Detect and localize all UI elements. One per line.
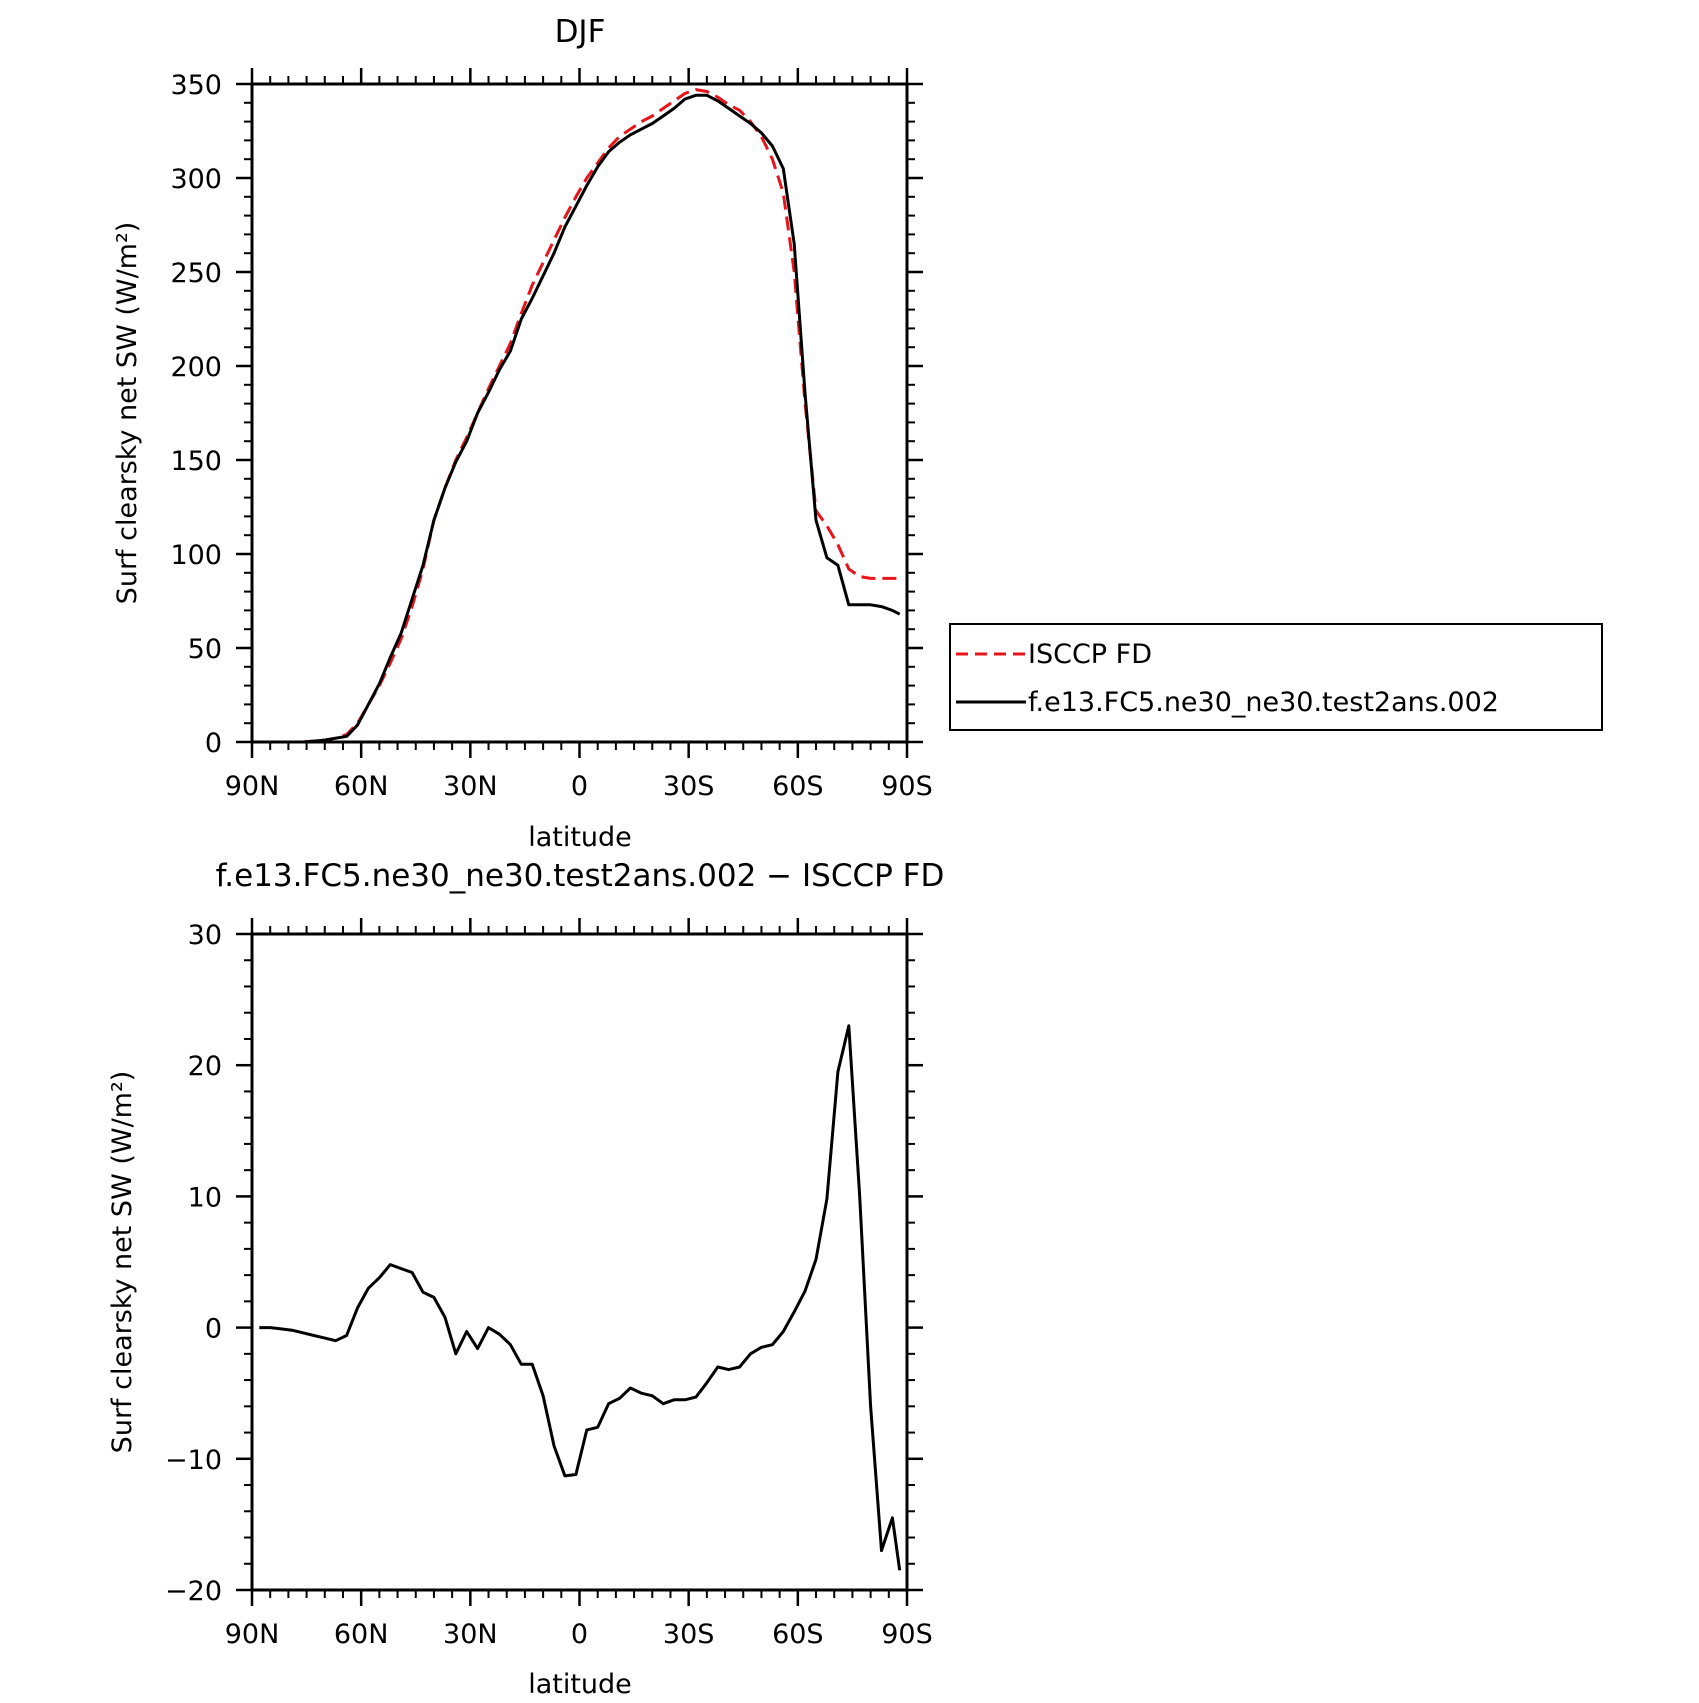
bottom-y-tick-label: 20	[188, 1051, 222, 1082]
bottom-panel-title: f.e13.FC5.ne30_ne30.test2ans.002 − ISCCP…	[216, 858, 945, 894]
legend-label-isccp: ISCCP FD	[1028, 639, 1152, 670]
bottom-panel: f.e13.FC5.ne30_ne30.test2ans.002 − ISCCP…	[107, 858, 944, 1700]
bottom-series-line-0	[259, 1024, 902, 1571]
top-y-tick-label: 200	[170, 352, 222, 383]
top-series-line-1	[259, 93, 901, 744]
bottom-y-tick-label: −20	[165, 1576, 222, 1607]
bottom-panel-ticks: 90N 60N 30N 0 30S 60S 90S −20 −10 0 10 20 30	[165, 918, 933, 1650]
top-panel-title: DJF	[555, 14, 606, 50]
bottom-x-tick-label: 30N	[443, 1619, 498, 1650]
top-x-tick-label: 30N	[443, 771, 498, 802]
top-x-tick-label: 90S	[881, 771, 933, 802]
legend-box	[949, 623, 1603, 731]
bottom-x-tick-label: 90S	[881, 1619, 933, 1650]
top-panel-lines	[259, 88, 901, 744]
bottom-panel-lines	[259, 1024, 902, 1571]
top-y-tick-label: 100	[170, 540, 222, 571]
bottom-panel-frame	[250, 932, 909, 1592]
top-panel-frame	[250, 82, 909, 744]
top-series-line-0	[259, 88, 900, 744]
bottom-x-tick-label: 0	[571, 1619, 588, 1650]
top-x-tick-label: 30S	[663, 771, 715, 802]
bottom-y-tick-label: 30	[188, 920, 222, 951]
bottom-y-tick-label: 10	[188, 1182, 222, 1213]
bottom-x-tick-label: 30S	[663, 1619, 715, 1650]
bottom-panel-ylabel: Surf clearsky net SW (W/m²)	[107, 1071, 138, 1454]
legend-label-model: f.e13.FC5.ne30_ne30.test2ans.002	[1028, 687, 1499, 718]
top-y-tick-label: 0	[205, 728, 222, 759]
top-panel-xlabel: latitude	[528, 822, 632, 853]
legend: ISCCP FD f.e13.FC5.ne30_ne30.test2ans.00…	[949, 623, 1603, 731]
bottom-x-tick-label: 60S	[772, 1619, 824, 1650]
top-x-tick-label: 0	[571, 771, 588, 802]
bottom-panel-xlabel: latitude	[528, 1669, 632, 1700]
top-y-tick-label: 300	[170, 164, 222, 195]
top-y-tick-label: 350	[170, 70, 222, 101]
top-x-tick-label: 90N	[225, 771, 280, 802]
bottom-x-tick-label: 60N	[334, 1619, 389, 1650]
top-x-tick-label: 60S	[772, 771, 824, 802]
top-x-tick-label: 60N	[334, 771, 389, 802]
top-panel: DJF 90N 60N 30N 0 30S 60S 90S 0 50 100 150 200 250 30…	[112, 14, 1603, 853]
top-panel-ticks: 90N 60N 30N 0 30S 60S 90S 0 50 100 150 200 250 300 350	[170, 68, 933, 802]
top-panel-ylabel: Surf clearsky net SW (W/m²)	[112, 222, 143, 605]
bottom-x-tick-label: 90N	[225, 1619, 280, 1650]
top-y-tick-label: 250	[170, 258, 222, 289]
top-y-tick-label: 150	[170, 446, 222, 477]
bottom-y-tick-label: −10	[165, 1445, 222, 1476]
bottom-y-tick-label: 0	[205, 1314, 222, 1345]
top-y-tick-label: 50	[188, 634, 222, 665]
